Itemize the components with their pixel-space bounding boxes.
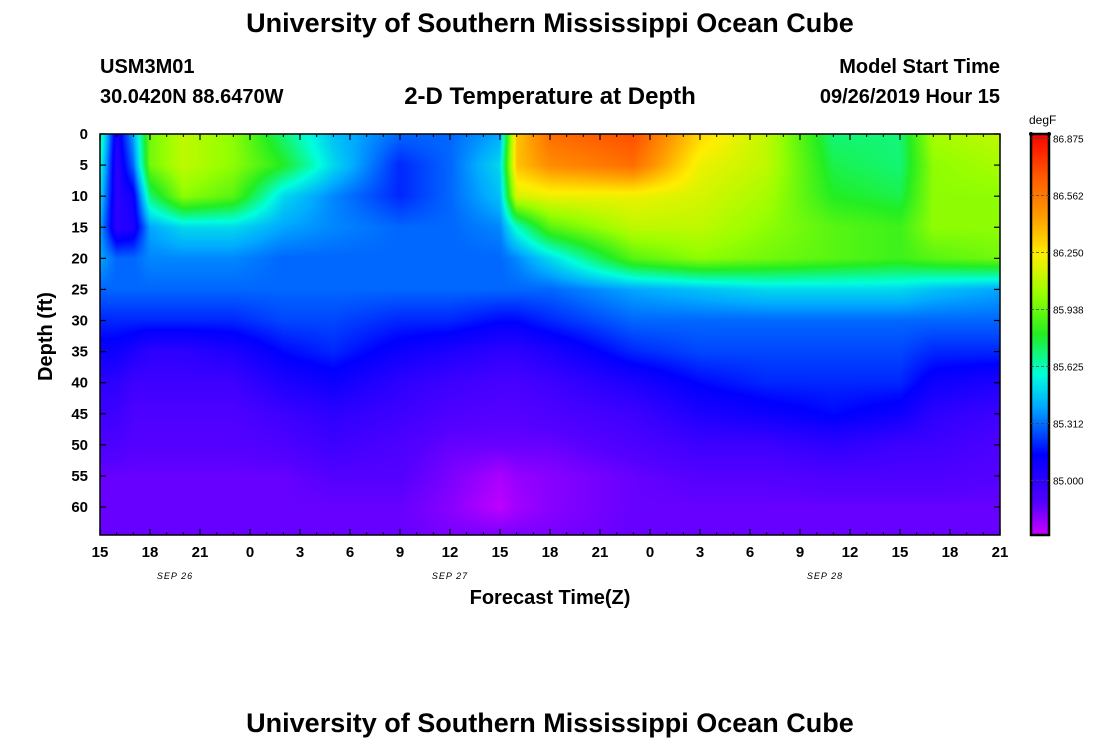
model-start-value: 09/26/2019 Hour 15	[819, 86, 1000, 108]
colorbar-corner-dot	[1029, 132, 1033, 136]
x-tick-label: 3	[296, 544, 304, 561]
x-tick-label: 12	[842, 544, 859, 561]
y-tick-label: 20	[71, 250, 88, 267]
x-axis-label: Forecast Time(Z)	[470, 587, 631, 609]
colorbar-tick-label: 86.562	[1053, 192, 1084, 203]
y-tick-label: 15	[71, 219, 88, 236]
footer-title: University of Southern Mississippi Ocean…	[246, 708, 854, 738]
date-label: SEP 27	[432, 571, 468, 581]
y-tick-label: 25	[71, 281, 88, 298]
y-tick-label: 40	[71, 375, 88, 392]
colorbar-tick-label: 85.625	[1053, 362, 1084, 373]
y-tick-label: 55	[71, 468, 88, 485]
colorbar-unit: degF	[1029, 113, 1056, 127]
y-tick-label: 45	[71, 406, 88, 423]
x-axis: 15 18 21 0 3 6 9 12 15 18 21 0 3 6 9 12 15 18 21	[92, 134, 1009, 561]
y-tick-label: 50	[71, 437, 88, 454]
x-tick-label: 18	[542, 544, 559, 561]
y-tick-label: 0	[80, 126, 88, 143]
colorbar-tick-label: 85.938	[1053, 305, 1084, 316]
colorbar-ticks: 86.875 86.562 86.250 85.938 85.625 85.312 85.0…	[1029, 132, 1084, 487]
y-tick-label: 35	[71, 344, 88, 361]
x-tick-label: 6	[746, 544, 754, 561]
date-label: SEP 26	[157, 571, 193, 581]
colorbar-corner-dot	[1047, 132, 1051, 136]
x-tick-label: 15	[492, 544, 509, 561]
x-tick-label: 0	[246, 544, 254, 561]
x-tick-label: 9	[796, 544, 804, 561]
x-tick-label: 6	[346, 544, 354, 561]
x-tick-label: 15	[92, 544, 109, 561]
x-tick-label: 0	[646, 544, 654, 561]
figure-title: University of Southern Mississippi Ocean…	[246, 8, 854, 38]
chart-title: 2-D Temperature at Depth	[404, 83, 696, 110]
x-tick-label: 21	[192, 544, 209, 561]
model-start-label: Model Start Time	[839, 56, 1000, 78]
y-tick-label: 60	[71, 499, 88, 516]
x-tick-label: 18	[142, 544, 159, 561]
colorbar-frame	[1029, 132, 1051, 537]
date-labels: SEP 26 SEP 27 SEP 28	[157, 571, 843, 581]
y-axis-label: Depth (ft)	[35, 292, 57, 381]
colorbar-gradient	[1031, 134, 1049, 535]
colorbar-tick-label: 85.312	[1053, 419, 1084, 430]
x-tick-label: 9	[396, 544, 404, 561]
station-location: 30.0420N 88.6470W	[100, 86, 284, 108]
date-label: SEP 28	[807, 571, 843, 581]
y-tick-label: 10	[71, 188, 88, 205]
y-axis: 0 5 10 15 20 25 30 35 40 45 50 55 60	[71, 126, 1000, 516]
colorbar-tick-label: 85.000	[1053, 476, 1084, 487]
station-id: USM3M01	[100, 56, 195, 78]
x-tick-label: 3	[696, 544, 704, 561]
colorbar-tick-label: 86.875	[1053, 135, 1084, 146]
x-tick-label: 21	[592, 544, 609, 561]
heatmap-field	[100, 134, 1000, 535]
x-tick-label: 12	[442, 544, 459, 561]
colorbar-tick-label: 86.250	[1053, 248, 1084, 259]
y-tick-label: 5	[80, 157, 88, 174]
x-tick-label: 21	[992, 544, 1009, 561]
x-tick-label: 15	[892, 544, 909, 561]
y-tick-label: 30	[71, 313, 88, 330]
x-tick-label: 18	[942, 544, 959, 561]
